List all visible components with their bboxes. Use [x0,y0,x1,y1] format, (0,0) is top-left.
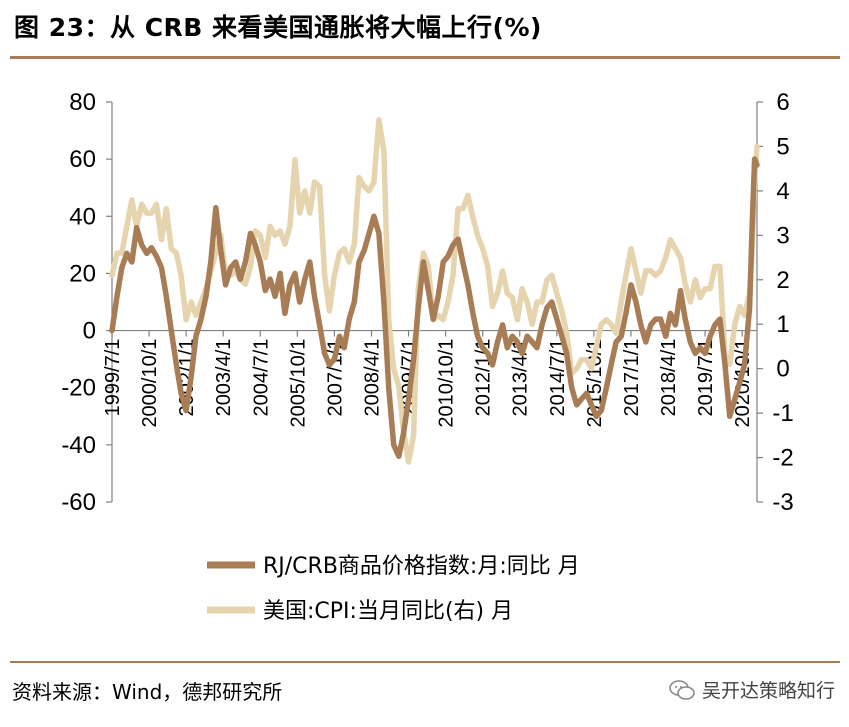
x-tick-label: 2019/7/1 [695,339,717,417]
y-left-tick-label: 0 [83,318,96,345]
y-left-tick-label: -60 [61,489,96,516]
y-left-tick-label: 40 [69,203,96,230]
y-left-tick-label: 60 [69,146,96,173]
x-tick-label: 2005/10/1 [287,339,309,428]
x-tick-label: 2008/4/1 [361,339,383,417]
top-rule [10,56,840,59]
series-layer [109,117,760,465]
bottom-rule [10,661,840,663]
y-right-tick-label: 0 [776,356,789,383]
x-tick-label: 2018/4/1 [658,339,680,417]
watermark: 吴开达策略知行 [668,676,835,703]
y-right-tick-label: -1 [772,400,793,427]
x-tick-label: 2004/7/1 [250,339,272,417]
y-left-tick-label: -40 [61,432,96,459]
x-tick-label: 1999/7/1 [102,339,124,417]
y-right-tick-label: -3 [772,489,793,516]
legend: RJ/CRB商品价格指数:月:同比 月 美国:CPI:当月同比(右) 月 [207,554,580,624]
watermark-text: 吴开达策略知行 [701,680,835,702]
y-right-tick-label: 3 [776,222,789,249]
series-line-crb [109,156,760,460]
x-tick-label: 2010/10/1 [436,339,458,428]
y-right-tick-label: 6 [776,89,789,116]
x-tick-label: 2000/10/1 [139,339,161,428]
x-tick-label: 2020/10/1 [732,339,754,428]
y-right-tick-label: -2 [772,445,793,472]
x-tick-label: 2014/7/1 [547,339,569,417]
y-left-tick-label: -20 [61,375,96,402]
x-tick-label: 2013/4/1 [510,339,532,417]
wechat-icon [669,679,695,700]
y-right-tick-label: 5 [776,133,789,160]
source-note: 资料来源：Wind，德邦研究所 [12,680,283,704]
x-tick-label: 2003/4/1 [213,339,235,417]
chart-title: 图 23：从 CRB 来看美国通胀将大幅上行(%) [14,13,542,42]
y-right-tick-label: 4 [776,178,789,205]
legend-label-cpi: 美国:CPI:当月同比(右) 月 [263,599,513,624]
y-right-tick-label: 2 [776,267,789,294]
y-left-tick-label: 20 [69,260,96,287]
y-left-tick-label: 80 [69,89,96,116]
y-right-tick-label: 1 [776,311,789,338]
x-tick-label: 2017/1/1 [621,339,643,417]
chart-svg: 80 60 40 20 0 -20 -40 -60 6 5 4 3 2 1 0 -1 -2 -3 1999/7/1 2… [61,89,793,624]
legend-label-crb: RJ/CRB商品价格指数:月:同比 月 [263,554,580,579]
x-tick-label: 2007/1/1 [324,339,346,417]
